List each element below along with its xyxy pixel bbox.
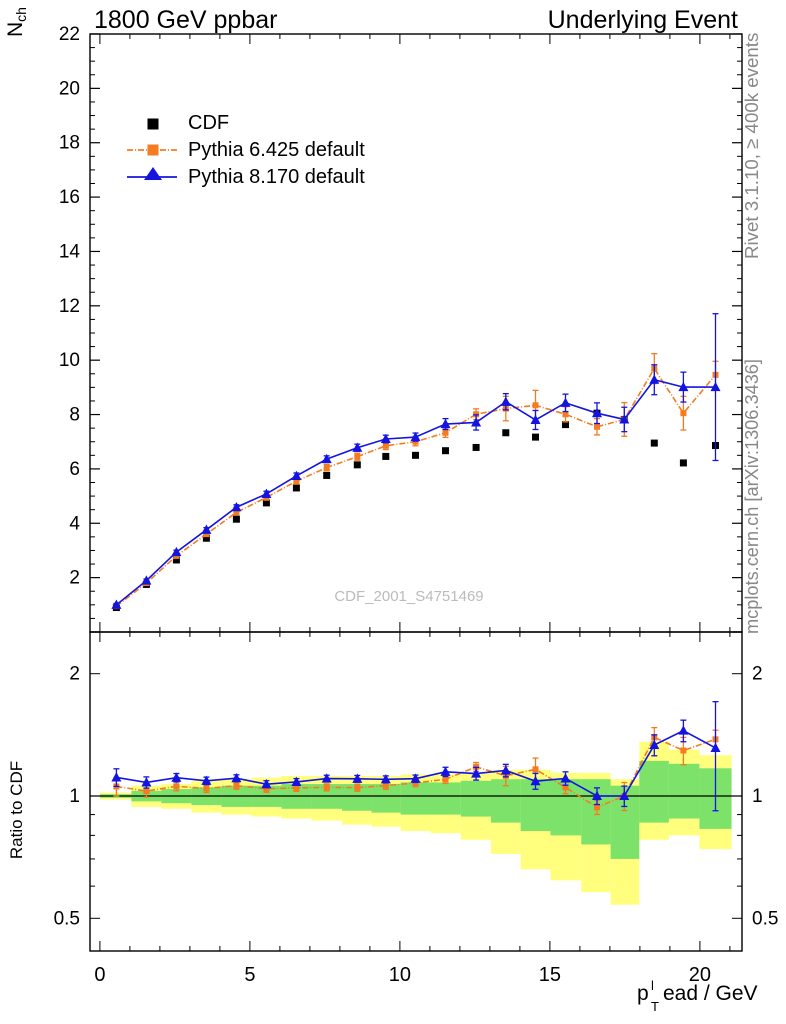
svg-text:2: 2 <box>752 664 763 685</box>
svg-text:20: 20 <box>59 78 80 99</box>
svg-text:mcplots.cern.ch [arXiv:1306.34: mcplots.cern.ch [arXiv:1306.3436] <box>742 359 762 634</box>
svg-text:1: 1 <box>752 786 763 807</box>
svg-text:18: 18 <box>59 133 80 154</box>
svg-text:0.5: 0.5 <box>54 908 80 929</box>
svg-text:Pythia 8.170 default: Pythia 8.170 default <box>188 166 365 188</box>
svg-text:10: 10 <box>389 964 411 986</box>
svg-text:2: 2 <box>69 664 80 685</box>
svg-text:Pythia 6.425 default: Pythia 6.425 default <box>188 139 365 161</box>
svg-text:T: T <box>651 999 659 1014</box>
svg-text:5: 5 <box>244 964 255 986</box>
svg-text:1: 1 <box>69 786 80 807</box>
svg-text:12: 12 <box>59 296 80 317</box>
svg-text:l: l <box>651 978 654 993</box>
svg-text:4: 4 <box>69 513 80 534</box>
svg-text:10: 10 <box>59 350 80 371</box>
svg-text:CDF_2001_S4751469: CDF_2001_S4751469 <box>334 588 483 605</box>
svg-text:14: 14 <box>59 241 81 262</box>
svg-text:Rivet 3.1.10, ≥ 400k events: Rivet 3.1.10, ≥ 400k events <box>741 33 762 259</box>
svg-text:0: 0 <box>94 964 105 986</box>
svg-text:15: 15 <box>539 964 561 986</box>
svg-text:1800 GeV ppbar: 1800 GeV ppbar <box>94 6 277 34</box>
svg-text:2: 2 <box>69 568 80 589</box>
svg-text:Ratio to CDF: Ratio to CDF <box>7 761 26 859</box>
svg-text:16: 16 <box>59 187 80 208</box>
svg-text:CDF: CDF <box>188 112 229 134</box>
svg-text:22: 22 <box>59 24 80 45</box>
svg-text:20: 20 <box>689 964 711 986</box>
svg-text:2: 2 <box>52 632 63 653</box>
svg-text:8: 8 <box>69 405 80 426</box>
svg-text:p: p <box>637 982 649 1005</box>
svg-text:Nch: Nch <box>4 7 29 37</box>
svg-text:0.5: 0.5 <box>752 908 778 929</box>
svg-text:Underlying Event: Underlying Event <box>548 6 738 34</box>
svg-text:6: 6 <box>69 459 80 480</box>
